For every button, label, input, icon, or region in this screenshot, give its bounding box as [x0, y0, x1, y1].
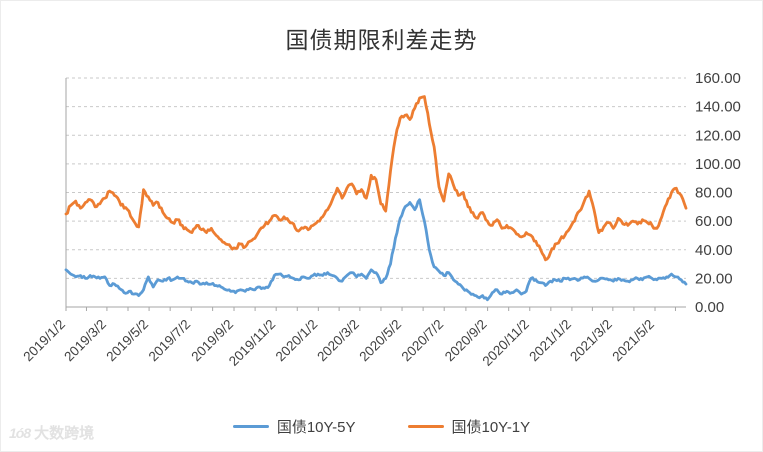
chart-legend: 国债10Y-5Y 国债10Y-1Y: [1, 416, 762, 437]
chart-title: 国债期限利差走势: [285, 28, 478, 54]
y-axis-tick-label: 120.00: [695, 127, 741, 144]
legend-line-swatch-blue: [232, 425, 269, 428]
line-series-10y-5y: [64, 198, 688, 302]
y-axis-tick-label: 100.00: [695, 156, 741, 173]
x-axis-tick-label: 2021/3/2: [567, 317, 615, 365]
watermark-logo: 1ó8: [9, 424, 31, 441]
y-axis-tick-label: 60.00: [695, 213, 733, 230]
x-axis-tick-label: 2020/5/2: [356, 317, 404, 365]
legend-label: 国债10Y-1Y: [451, 419, 531, 436]
x-axis-tick-label: 2021/5/2: [609, 317, 657, 365]
x-axis-tick-label: 2021/1/2: [526, 317, 574, 365]
x-axis-tick-label: 2019/11/2: [226, 317, 278, 369]
watermark-text: 大数跨境: [34, 425, 95, 442]
legend-item-10y-1y: 国债10Y-1Y: [407, 416, 531, 437]
x-axis-tick-label: 2020/1/2: [273, 317, 321, 365]
legend-line-swatch-orange: [407, 425, 444, 428]
x-axis-tick-label: 2019/5/2: [103, 317, 151, 365]
x-axis-tick-label: 2020/3/2: [314, 317, 362, 365]
y-axis-tick-label: 160.00: [695, 70, 741, 87]
x-axis-tick-label: 2020/11/2: [480, 317, 532, 369]
x-axis-tick-label: 2019/3/2: [61, 317, 109, 365]
legend-label: 国债10Y-5Y: [276, 419, 356, 436]
line-series-10y-1y: [64, 95, 688, 262]
y-axis-tick-label: 40.00: [695, 242, 733, 259]
y-axis-tick-label: 80.00: [695, 185, 733, 202]
y-axis-tick-label: 20.00: [695, 270, 733, 287]
legend-item-10y-5y: 国债10Y-5Y: [232, 416, 356, 437]
x-axis-tick-label: 2019/1/2: [20, 317, 68, 365]
x-axis-tick-label: 2020/7/2: [399, 317, 447, 365]
y-axis-tick-label: 0.00: [695, 299, 724, 316]
watermark: 1ó8 大数跨境: [9, 422, 94, 443]
x-axis-tick-label: 2019/7/2: [146, 317, 194, 365]
y-axis-tick-label: 140.00: [695, 99, 741, 116]
